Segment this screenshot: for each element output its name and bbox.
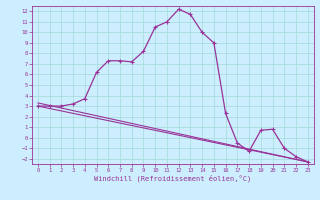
X-axis label: Windchill (Refroidissement éolien,°C): Windchill (Refroidissement éolien,°C) bbox=[94, 175, 252, 182]
